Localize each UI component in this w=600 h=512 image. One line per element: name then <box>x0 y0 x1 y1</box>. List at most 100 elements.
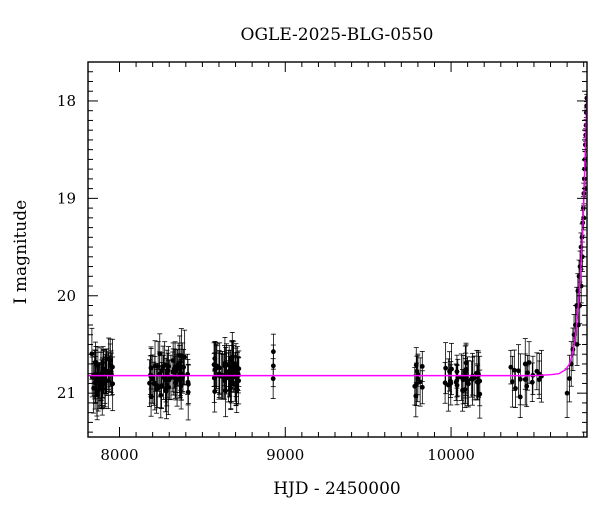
point-marker <box>529 379 535 385</box>
data-point <box>170 348 176 396</box>
data-point <box>180 342 186 392</box>
data-point <box>148 346 154 390</box>
data-point <box>270 358 276 399</box>
data-point <box>448 364 454 398</box>
point-marker <box>170 369 176 375</box>
data-point <box>529 362 535 403</box>
point-marker <box>513 386 518 391</box>
data-point <box>460 355 466 405</box>
data-point <box>534 352 540 391</box>
point-marker <box>91 385 97 391</box>
y-tick-label: 18 <box>57 92 76 110</box>
data-point <box>465 360 471 408</box>
point-marker <box>516 368 521 374</box>
point-marker <box>526 360 532 365</box>
point-marker <box>99 386 105 392</box>
point-marker <box>99 381 105 387</box>
y-axis-label: I magnitude <box>11 200 31 304</box>
data-point <box>178 355 184 391</box>
point-marker <box>509 379 515 385</box>
point-marker <box>164 383 170 388</box>
axes: 8000 9000 10000 18 19 20 21 <box>57 61 588 464</box>
y-tick-label: 21 <box>57 384 76 402</box>
point-marker <box>460 377 466 383</box>
point-marker <box>229 354 235 360</box>
point-marker <box>212 356 218 362</box>
data-point <box>229 332 235 383</box>
data-point <box>185 364 191 404</box>
point-marker <box>466 381 471 387</box>
point-marker <box>180 364 186 370</box>
chart-title: OGLE-2025-BLG-0550 <box>241 25 434 45</box>
x-axis-label: HJD - 2450000 <box>273 479 401 499</box>
point-marker <box>154 386 159 392</box>
data-point <box>91 363 97 414</box>
point-marker <box>454 378 460 384</box>
point-marker <box>110 381 116 387</box>
point-marker <box>152 380 158 386</box>
point-marker <box>522 361 528 367</box>
point-marker <box>270 376 276 382</box>
point-marker <box>443 365 449 371</box>
point-marker <box>517 376 523 382</box>
point-marker <box>213 363 219 369</box>
point-marker <box>564 390 570 396</box>
point-marker <box>100 367 106 373</box>
point-marker <box>233 362 239 368</box>
data-point <box>517 353 523 406</box>
point-marker <box>163 377 169 383</box>
data-point <box>419 351 425 382</box>
point-marker <box>448 378 453 384</box>
plot-frame <box>87 61 588 438</box>
data-point <box>474 363 480 401</box>
data-point <box>564 368 570 418</box>
x-tick-label: 10000 <box>427 446 475 464</box>
point-marker <box>577 264 583 269</box>
point-marker <box>471 375 477 381</box>
data-point <box>509 355 515 408</box>
data-point <box>154 365 160 414</box>
data-point <box>223 346 229 381</box>
data-point <box>454 364 460 398</box>
point-marker <box>107 357 113 363</box>
data-point <box>574 323 580 366</box>
data-point <box>213 341 219 391</box>
point-marker <box>419 363 425 369</box>
point-marker <box>419 384 425 390</box>
data-point <box>442 361 448 404</box>
y-tick-label: 19 <box>57 189 76 207</box>
point-marker <box>148 365 154 371</box>
point-marker <box>574 342 580 347</box>
data-point <box>232 355 238 390</box>
point-marker <box>93 362 99 368</box>
data-point <box>526 341 532 384</box>
point-marker <box>460 387 465 393</box>
data-point <box>412 367 418 406</box>
data-point <box>413 362 419 407</box>
point-marker <box>534 368 540 374</box>
point-marker <box>442 380 448 386</box>
data-point <box>110 356 116 412</box>
data-point <box>100 346 106 394</box>
x-tick-label: 9000 <box>266 446 304 464</box>
plot-clip-group <box>88 93 587 421</box>
y-tick-label: 20 <box>57 287 76 305</box>
point-marker <box>567 376 572 381</box>
plot-area <box>88 93 587 421</box>
data-point <box>448 342 454 396</box>
model-curve <box>88 96 587 377</box>
point-marker <box>185 381 191 387</box>
point-marker <box>412 383 418 389</box>
point-marker <box>449 366 454 372</box>
point-marker <box>178 370 184 376</box>
data-point <box>522 338 528 390</box>
x-tick-label: 8000 <box>100 446 138 464</box>
point-marker <box>223 361 229 366</box>
point-marker <box>228 385 234 391</box>
point-marker <box>474 379 480 385</box>
point-marker <box>413 393 419 399</box>
data-point <box>185 353 191 395</box>
data-point <box>164 364 170 407</box>
data-point <box>460 369 466 412</box>
